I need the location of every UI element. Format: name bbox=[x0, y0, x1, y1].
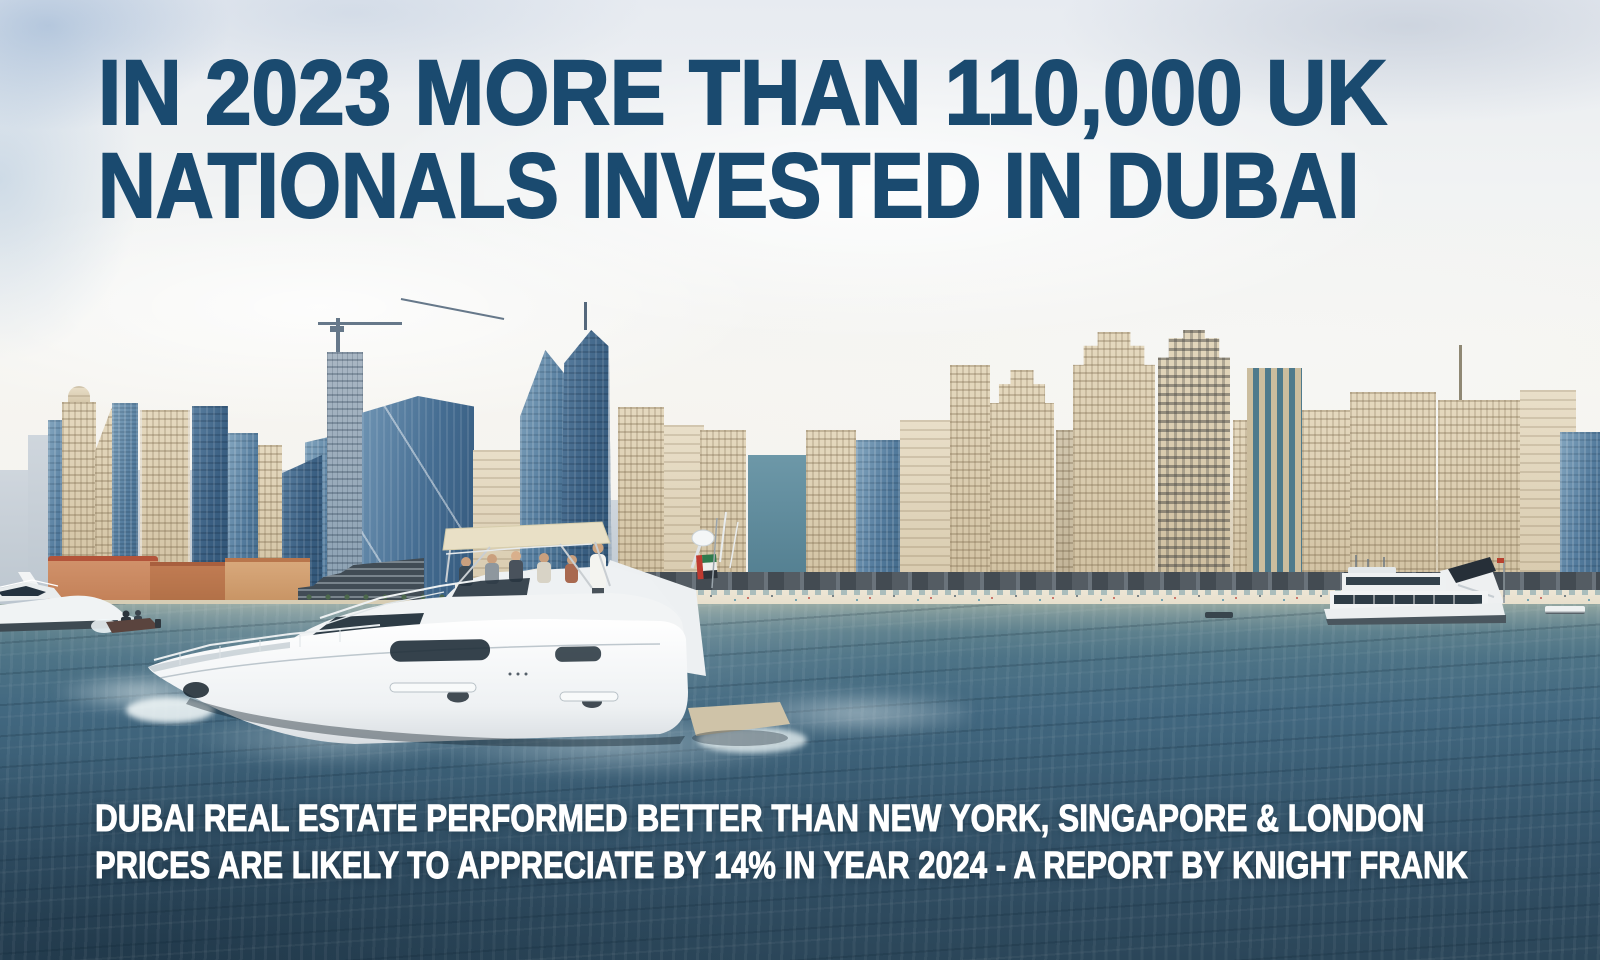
skyscraper bbox=[1247, 368, 1302, 606]
skyscraper bbox=[1158, 330, 1230, 606]
main-yacht bbox=[126, 511, 807, 753]
distant-boat bbox=[1545, 606, 1585, 614]
skyscraper-spire bbox=[584, 302, 587, 330]
headline-line1: IN 2023 MORE THAN 110,000 UK bbox=[97, 42, 1388, 144]
construction-crane bbox=[330, 326, 344, 332]
skyscraper bbox=[28, 435, 50, 606]
skyscraper bbox=[1056, 430, 1076, 606]
city-skyline bbox=[0, 298, 1600, 606]
party-boat bbox=[1324, 555, 1506, 625]
skyscraper-spire bbox=[1459, 345, 1462, 400]
swim-platform bbox=[688, 702, 790, 736]
flag-pole bbox=[711, 517, 718, 589]
skyscraper-dome bbox=[68, 386, 90, 402]
shoreline bbox=[40, 600, 600, 607]
small-boat bbox=[91, 610, 161, 633]
headline-line2: NATIONALS INVESTED IN DUBAI bbox=[97, 135, 1360, 237]
skyscraper bbox=[990, 370, 1054, 606]
construction-crane bbox=[400, 298, 505, 320]
bimini-canopy bbox=[442, 521, 611, 551]
beachfront-building bbox=[225, 558, 310, 606]
beachfront-building bbox=[150, 562, 230, 606]
construction-tower bbox=[327, 352, 363, 606]
yacht-left bbox=[0, 572, 138, 632]
skyscraper bbox=[1073, 332, 1155, 606]
construction-crane bbox=[318, 322, 402, 325]
construction-crane bbox=[336, 318, 340, 352]
skyscraper bbox=[950, 365, 990, 606]
subheadline-line2: PRICES ARE LIKELY TO APPRECIATE BY 14% I… bbox=[95, 845, 1469, 887]
subheadline-line1: DUBAI REAL ESTATE PERFORMED BETTER THAN … bbox=[95, 798, 1425, 840]
distant-boat bbox=[1205, 612, 1233, 618]
